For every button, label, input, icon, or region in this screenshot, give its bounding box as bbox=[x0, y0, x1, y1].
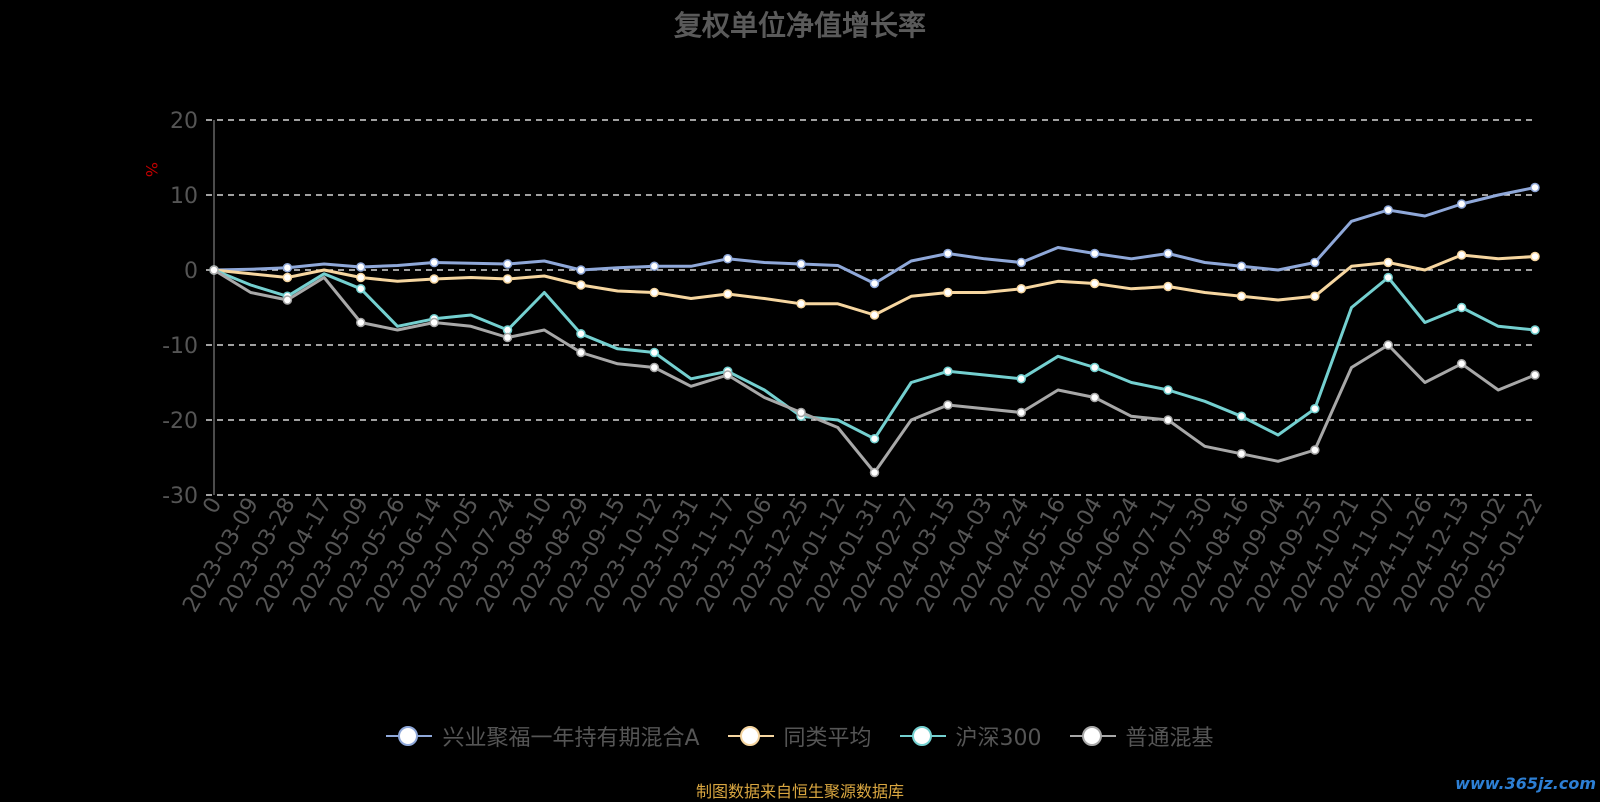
legend-item-0[interactable]: 兴业聚福一年持有期混合A bbox=[386, 720, 700, 752]
data-point bbox=[209, 265, 219, 275]
data-point bbox=[869, 434, 880, 444]
data-point bbox=[1383, 340, 1393, 350]
series-line-2 bbox=[213, 268, 1536, 441]
series-line-0 bbox=[213, 186, 1536, 285]
data-point bbox=[1016, 407, 1027, 418]
data-point bbox=[1383, 272, 1393, 283]
y-tick-label: 0 bbox=[184, 259, 198, 284]
data-point bbox=[1236, 411, 1247, 421]
y-tick-label: -20 bbox=[162, 409, 198, 434]
legend-label: 普通混基 bbox=[1125, 726, 1214, 751]
data-point bbox=[356, 317, 366, 328]
data-point bbox=[1530, 325, 1540, 335]
data-point bbox=[722, 254, 733, 264]
data-point bbox=[1310, 257, 1320, 268]
data-point bbox=[1530, 370, 1540, 380]
data-point bbox=[722, 370, 733, 380]
data-point bbox=[356, 272, 366, 283]
data-point bbox=[1163, 248, 1173, 259]
data-point bbox=[429, 317, 439, 328]
data-point bbox=[1310, 445, 1320, 455]
data-point bbox=[502, 259, 513, 269]
legend-label: 沪深300 bbox=[955, 726, 1042, 751]
legend-label: 同类平均 bbox=[783, 726, 872, 751]
data-point bbox=[649, 362, 660, 373]
data-point bbox=[943, 366, 953, 376]
data-point bbox=[1163, 385, 1173, 395]
data-point bbox=[1530, 182, 1540, 193]
data-point bbox=[722, 289, 733, 299]
data-point bbox=[282, 272, 293, 283]
data-point bbox=[429, 257, 439, 268]
legend-swatch bbox=[899, 726, 946, 746]
data-point bbox=[869, 310, 880, 320]
y-axis-label: % bbox=[142, 162, 161, 177]
data-point bbox=[576, 347, 586, 358]
legend-item-2[interactable]: 沪深300 bbox=[899, 720, 1042, 752]
data-point bbox=[1016, 257, 1027, 268]
data-point bbox=[576, 329, 586, 339]
y-tick-label: 20 bbox=[170, 109, 198, 134]
data-point bbox=[576, 280, 586, 290]
data-point bbox=[502, 274, 513, 284]
data-source-note: 制图数据来自恒生聚源数据库 bbox=[695, 782, 904, 801]
data-point bbox=[429, 274, 439, 284]
legend-swatch bbox=[1069, 726, 1116, 746]
data-point bbox=[1016, 374, 1027, 384]
data-point bbox=[649, 347, 660, 358]
data-point bbox=[869, 467, 880, 478]
data-point bbox=[1456, 302, 1467, 313]
data-point bbox=[869, 278, 880, 289]
data-point bbox=[649, 261, 660, 271]
y-tick-label: -30 bbox=[162, 484, 198, 509]
data-point bbox=[943, 287, 953, 298]
data-point bbox=[796, 299, 806, 309]
data-point bbox=[1236, 449, 1247, 459]
legend-label: 兴业聚福一年持有期混合A bbox=[442, 726, 700, 751]
data-point bbox=[1089, 392, 1100, 403]
y-tick-label: 10 bbox=[170, 184, 198, 209]
data-point bbox=[502, 332, 513, 343]
data-point bbox=[1236, 261, 1247, 271]
data-point bbox=[1163, 415, 1173, 425]
data-point bbox=[1530, 251, 1540, 262]
data-point bbox=[1310, 291, 1320, 301]
data-point bbox=[1456, 359, 1467, 369]
data-point bbox=[1089, 248, 1100, 259]
data-point bbox=[1456, 199, 1467, 209]
data-point bbox=[1310, 404, 1320, 414]
data-point bbox=[1383, 257, 1393, 268]
data-point bbox=[649, 287, 660, 298]
data-point bbox=[1163, 281, 1173, 292]
chart-title: 复权单位净值增长率 bbox=[673, 9, 926, 42]
data-point bbox=[1383, 205, 1393, 215]
data-point bbox=[796, 407, 806, 418]
data-point bbox=[1089, 362, 1100, 373]
legend-item-3[interactable]: 普通混基 bbox=[1069, 720, 1214, 752]
data-point bbox=[356, 262, 366, 272]
data-point bbox=[356, 284, 366, 294]
data-point bbox=[576, 265, 586, 275]
data-point bbox=[1236, 291, 1247, 301]
data-point bbox=[943, 248, 953, 259]
data-point bbox=[1456, 250, 1467, 260]
legend-swatch bbox=[727, 726, 774, 746]
chart-legend: 兴业聚福一年持有期混合A 同类平均 沪深300 普通混基 bbox=[0, 720, 1600, 752]
data-point bbox=[943, 400, 953, 410]
watermark: www.365jz.com bbox=[1455, 774, 1596, 793]
data-point bbox=[1016, 284, 1027, 294]
data-point bbox=[282, 263, 293, 273]
legend-swatch bbox=[386, 726, 433, 746]
data-point bbox=[282, 295, 293, 305]
x-tick-label: 0 bbox=[199, 494, 228, 519]
data-point bbox=[1089, 278, 1100, 289]
line-chart: 20100-10-20-30%02023-03-092023-03-282023… bbox=[142, 109, 1548, 617]
legend-item-1[interactable]: 同类平均 bbox=[727, 720, 872, 752]
data-point bbox=[796, 259, 806, 269]
y-tick-label: -10 bbox=[162, 334, 198, 359]
